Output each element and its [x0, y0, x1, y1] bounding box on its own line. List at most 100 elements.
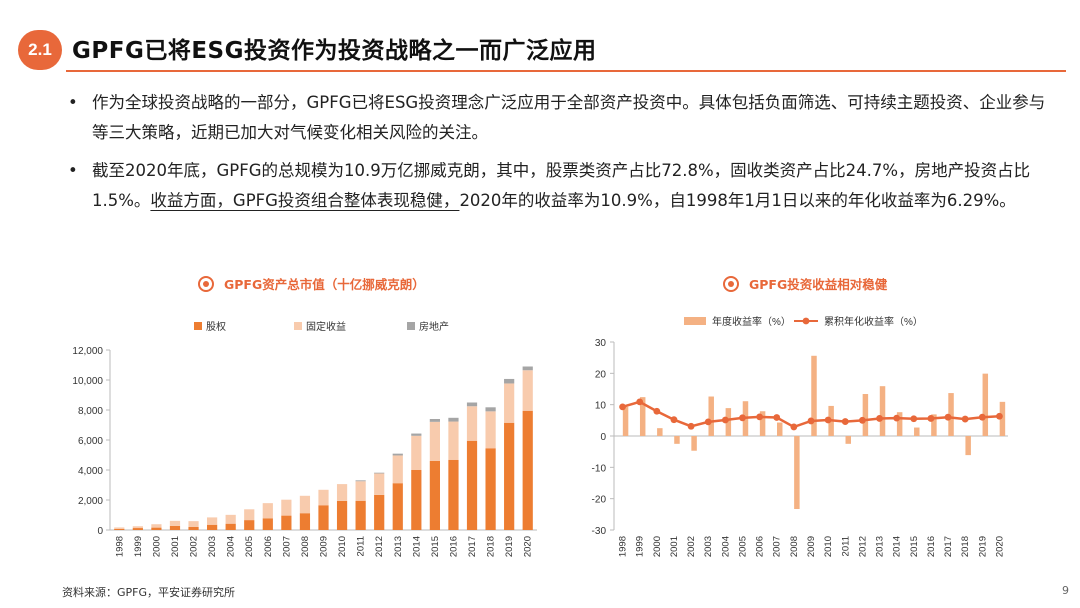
- y-tick-label: 30: [595, 338, 607, 349]
- x-tick-label: 2010: [337, 536, 348, 557]
- x-tick-label: 2002: [686, 536, 697, 557]
- x-tick-label: 2017: [943, 536, 954, 557]
- bullet-text-2-underlined: 收益方面，GPFG投资组合整体表现稳健，: [150, 191, 460, 210]
- x-tick-label: 2015: [430, 536, 441, 557]
- bar-segment: [169, 525, 181, 530]
- x-tick-label: 2008: [300, 536, 311, 557]
- x-tick-label: 2005: [737, 536, 748, 557]
- legend-label: 房地产: [419, 320, 449, 333]
- bar-segment: [318, 505, 329, 530]
- bar-segment: [244, 509, 255, 521]
- bar: [982, 373, 989, 436]
- chart1-title: GPFG资产总市值（十亿挪威克朗）: [198, 274, 425, 293]
- x-tick-label: 2009: [319, 536, 330, 557]
- line-point: [996, 412, 1003, 420]
- bar-segment: [392, 483, 403, 530]
- x-tick-label: 2020: [994, 536, 1005, 557]
- x-tick-label: 2004: [720, 536, 731, 557]
- legend-marker: [802, 317, 810, 325]
- bar-segment: [132, 526, 143, 529]
- line-point: [841, 418, 849, 425]
- bar-segment: [281, 499, 292, 516]
- bar-segment: [299, 513, 311, 530]
- slide-header: 2.1 GPFG已将ESG投资作为投资战略之一而广泛应用: [0, 0, 1080, 72]
- bar-segment: [504, 378, 515, 384]
- legend-label: 累积年化收益率（%）: [824, 315, 923, 328]
- x-tick-label: 1998: [618, 536, 629, 557]
- bar-segment: [262, 503, 273, 519]
- y-tick-label: 10,000: [72, 376, 103, 387]
- x-tick-label: 2016: [448, 536, 459, 557]
- x-tick-label: 2012: [857, 536, 868, 557]
- legend-swatch: [407, 322, 415, 330]
- bar-segment: [448, 417, 459, 422]
- x-tick-label: 2006: [263, 536, 274, 557]
- bar-segment: [132, 528, 143, 530]
- line-point: [858, 416, 866, 424]
- x-tick-label: 2003: [703, 536, 714, 557]
- line-point: [636, 398, 644, 406]
- bar-segment: [522, 370, 533, 411]
- title-divider: [66, 70, 1066, 72]
- section-badge: 2.1: [18, 30, 62, 70]
- bar-segment: [207, 517, 218, 525]
- bar: [691, 436, 697, 451]
- y-tick-label: -30: [592, 526, 607, 537]
- legend-label: 股权: [206, 320, 226, 333]
- bar: [914, 427, 920, 436]
- bar-segment: [151, 524, 162, 528]
- bar-segment: [466, 440, 478, 530]
- bar-segment: [169, 520, 181, 526]
- bullet-item-2: • 截至2020年底，GPFG的总规模为10.9万亿挪威克朗，其中，股票类资产占…: [62, 156, 1052, 216]
- x-tick-label: 2004: [226, 536, 237, 557]
- line-point: [721, 416, 729, 424]
- line-point: [978, 413, 986, 421]
- x-tick-label: 1999: [635, 536, 646, 557]
- bar: [776, 422, 783, 436]
- y-tick-label: -20: [592, 495, 607, 506]
- x-tick-label: 2010: [823, 536, 834, 557]
- x-tick-label: 2018: [486, 536, 497, 557]
- bar-segment: [374, 494, 385, 530]
- line-point: [619, 403, 626, 411]
- line-point: [773, 414, 781, 421]
- bar: [845, 436, 852, 444]
- y-tick-label: 12,000: [72, 346, 103, 357]
- bullet-text-1: 作为全球投资战略的一部分，GPFG已将ESG投资理念广泛应用于全部资产投资中。具…: [92, 93, 1046, 142]
- bar-segment: [411, 433, 422, 436]
- y-tick-label: -10: [592, 463, 607, 474]
- bar-segment: [429, 421, 440, 461]
- bar: [725, 408, 732, 436]
- bar-segment: [355, 481, 366, 501]
- y-tick-label: 8,000: [78, 406, 103, 417]
- page-title: GPFG已将ESG投资作为投资战略之一而广泛应用: [72, 38, 597, 64]
- x-tick-label: 2003: [207, 536, 218, 557]
- x-tick-label: 2012: [374, 536, 385, 557]
- bar-segment: [281, 515, 292, 530]
- bar: [811, 355, 817, 436]
- bar-segment: [114, 528, 125, 530]
- source-note: 资料来源：GPFG，平安证券研究所: [62, 586, 236, 599]
- chart2-title-text: GPFG投资收益相对稳健: [749, 277, 888, 292]
- bar-segment: [448, 421, 459, 460]
- bar-segment: [485, 411, 496, 449]
- line-point: [704, 418, 712, 426]
- x-tick-label: 2000: [151, 536, 162, 557]
- bar: [948, 393, 954, 436]
- bar-segment: [374, 472, 385, 474]
- x-tick-label: 2001: [669, 536, 680, 557]
- bar-segment: [392, 455, 403, 484]
- line-point: [790, 423, 798, 431]
- bar-segment: [299, 495, 311, 514]
- page-number: 9: [1062, 584, 1069, 597]
- y-tick-label: 0: [600, 432, 606, 443]
- x-tick-label: 1998: [114, 536, 125, 557]
- y-tick-label: 6,000: [78, 436, 103, 447]
- bar: [657, 428, 663, 436]
- line-point: [961, 415, 969, 423]
- bar: [931, 414, 937, 436]
- bar-segment: [485, 407, 496, 412]
- bullet-item-1: • 作为全球投资战略的一部分，GPFG已将ESG投资理念广泛应用于全部资产投资中…: [62, 88, 1052, 148]
- bar-segment: [225, 523, 236, 530]
- line-point: [687, 422, 695, 430]
